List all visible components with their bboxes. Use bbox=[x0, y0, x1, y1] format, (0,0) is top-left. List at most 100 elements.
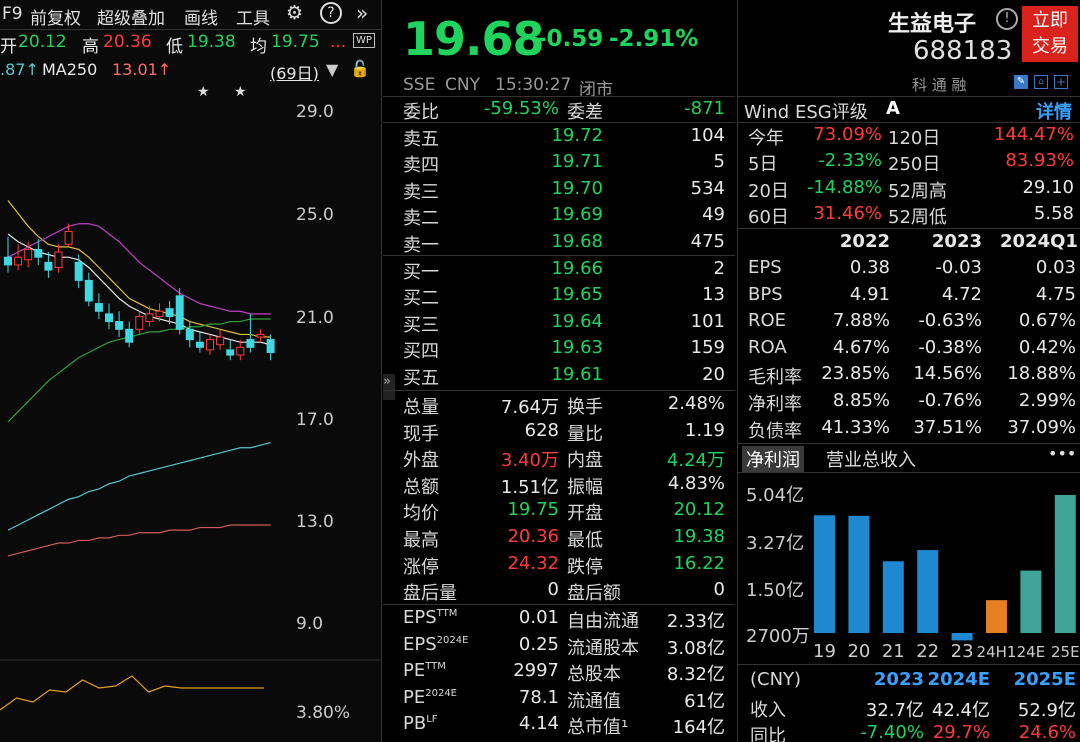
stat-label: 内盘 bbox=[567, 450, 603, 472]
stat-value: 0 bbox=[547, 579, 559, 601]
draw-button[interactable]: 画线 bbox=[184, 9, 218, 29]
ask-price: 19.70 bbox=[551, 177, 603, 199]
esg-detail-link[interactable]: 详情 bbox=[1036, 102, 1072, 123]
add-icon[interactable]: + bbox=[1054, 75, 1068, 89]
fin-metric-label: BPS bbox=[748, 283, 783, 305]
fin-metric-label: ROA bbox=[748, 336, 787, 358]
profit-bar[interactable] bbox=[882, 561, 904, 633]
fin-value: -0.38% bbox=[918, 336, 982, 358]
valuation-value: 2997 bbox=[513, 660, 559, 682]
trade-button[interactable]: 立即 交易 bbox=[1022, 6, 1078, 62]
price-change-pct: -2.91% bbox=[609, 26, 699, 52]
bar-y-tick: 1.50亿 bbox=[746, 580, 804, 601]
candle-body bbox=[34, 248, 43, 258]
candle-body bbox=[125, 328, 134, 343]
avg-label: 均 bbox=[250, 37, 267, 57]
bid-level-label: 买三 bbox=[403, 314, 439, 336]
valuation-value: 0.25 bbox=[518, 633, 559, 655]
valuation-metric: PE bbox=[403, 686, 426, 708]
home-icon[interactable]: ⌂ bbox=[1034, 75, 1048, 89]
fin-metric-label: 毛利率 bbox=[748, 367, 802, 389]
share-value: 8.32亿 bbox=[666, 664, 725, 686]
profit-bar[interactable] bbox=[1020, 570, 1042, 633]
perf-value: -14.88% bbox=[806, 176, 882, 198]
y-tick: 17.0 bbox=[296, 410, 334, 430]
perf-label: 5日 bbox=[748, 154, 778, 176]
period-selector[interactable]: (69日) bbox=[270, 64, 319, 83]
edit-icon[interactable]: ✎ bbox=[1014, 75, 1028, 89]
profit-bar[interactable] bbox=[814, 515, 835, 633]
valuation-basis: LF bbox=[426, 714, 438, 726]
forecast-year: 2025E bbox=[1013, 669, 1076, 690]
y-tick: 29.0 bbox=[296, 102, 334, 122]
perf-label: 今年 bbox=[748, 128, 784, 149]
low-label: 低 bbox=[166, 37, 183, 57]
candle-body bbox=[175, 295, 184, 330]
fin-value: -0.76% bbox=[918, 390, 982, 411]
wc-value: -871 bbox=[684, 98, 725, 119]
tab-revenue[interactable]: 营业总收入 bbox=[826, 450, 916, 471]
overlay-button[interactable]: 超级叠加 bbox=[97, 9, 165, 29]
market-status: 闭市 bbox=[579, 80, 613, 100]
gear-icon[interactable]: ⚙ bbox=[286, 2, 304, 24]
profit-bar[interactable] bbox=[917, 550, 939, 633]
stat-label: 外盘 bbox=[403, 450, 439, 472]
candle-body bbox=[246, 339, 255, 348]
more-options-icon[interactable]: ••• bbox=[1048, 444, 1077, 463]
info-icon[interactable]: ! bbox=[996, 8, 1018, 30]
profit-bar[interactable] bbox=[1054, 495, 1076, 633]
candle-body bbox=[14, 256, 23, 266]
candle-body bbox=[64, 230, 73, 245]
tools-button[interactable]: 工具 bbox=[236, 9, 270, 29]
stat-value: 19.38 bbox=[673, 526, 725, 547]
stat-label: 盘后额 bbox=[567, 583, 621, 605]
yoy-value: 24.6% bbox=[1018, 722, 1076, 742]
star-icon: ★ bbox=[234, 84, 247, 100]
lock-icon[interactable]: 🔓 bbox=[350, 59, 370, 78]
quote-time: 15:30:27 bbox=[495, 75, 572, 95]
rev-label: 收入 bbox=[750, 700, 786, 721]
fin-value: 4.91 bbox=[849, 283, 890, 305]
valuation-label: PBLF bbox=[403, 713, 438, 734]
stat-value: 24.32 bbox=[507, 552, 559, 574]
wp-badge[interactable]: WP bbox=[353, 33, 375, 48]
valuation-basis: TTM bbox=[425, 661, 446, 673]
esg-label: Wind ESG评级 bbox=[744, 102, 868, 123]
stat-value: 2.48% bbox=[667, 393, 725, 414]
tab-net-profit[interactable]: 净利润 bbox=[742, 446, 804, 472]
fin-metric-label: EPS bbox=[748, 257, 782, 278]
ask-level-label: 卖二 bbox=[403, 208, 439, 230]
fin-year-header: 2023 bbox=[931, 231, 982, 252]
valuation-basis: 2024E bbox=[425, 687, 458, 699]
fin-metric-label: 净利率 bbox=[748, 394, 802, 415]
candle-body bbox=[206, 339, 214, 351]
kline-chart-panel[interactable]: F9 前复权 超级叠加 画线 工具 ⚙ ? » 开 20.12 高 20.36 … bbox=[0, 0, 382, 742]
currency-label: CNY bbox=[445, 75, 480, 95]
fin-value: 4.72 bbox=[941, 283, 982, 305]
exchange-label: SSE bbox=[403, 75, 436, 95]
adjust-button[interactable]: 前复权 bbox=[30, 9, 81, 29]
stat-value: 3.40万 bbox=[500, 450, 559, 472]
perf-value: 83.93% bbox=[1005, 150, 1074, 172]
stat-value: 1.51亿 bbox=[500, 476, 559, 498]
ask-price: 19.72 bbox=[551, 125, 603, 146]
profit-bar[interactable] bbox=[848, 515, 870, 633]
ma-line bbox=[7, 524, 271, 557]
help-icon[interactable]: ? bbox=[320, 2, 342, 24]
ohlc-ellipsis[interactable]: ... bbox=[330, 32, 347, 52]
triangle-down-icon[interactable]: ▼ bbox=[326, 60, 339, 79]
valuation-label: PE2024E bbox=[403, 687, 457, 708]
bar-y-tick: 5.04亿 bbox=[746, 485, 804, 506]
profit-bar[interactable] bbox=[986, 600, 1007, 633]
more-button[interactable]: » bbox=[356, 1, 369, 25]
candle-body bbox=[216, 336, 225, 346]
bid-volume: 13 bbox=[702, 284, 725, 306]
f9-button[interactable]: F9 bbox=[2, 4, 23, 24]
candle-body bbox=[165, 308, 174, 317]
candle-body bbox=[266, 339, 275, 353]
fin-value: 41.33% bbox=[821, 416, 890, 438]
fin-value: 37.09% bbox=[1007, 416, 1076, 438]
collapse-handle[interactable]: » bbox=[383, 374, 395, 400]
profit-bar[interactable] bbox=[951, 633, 973, 641]
